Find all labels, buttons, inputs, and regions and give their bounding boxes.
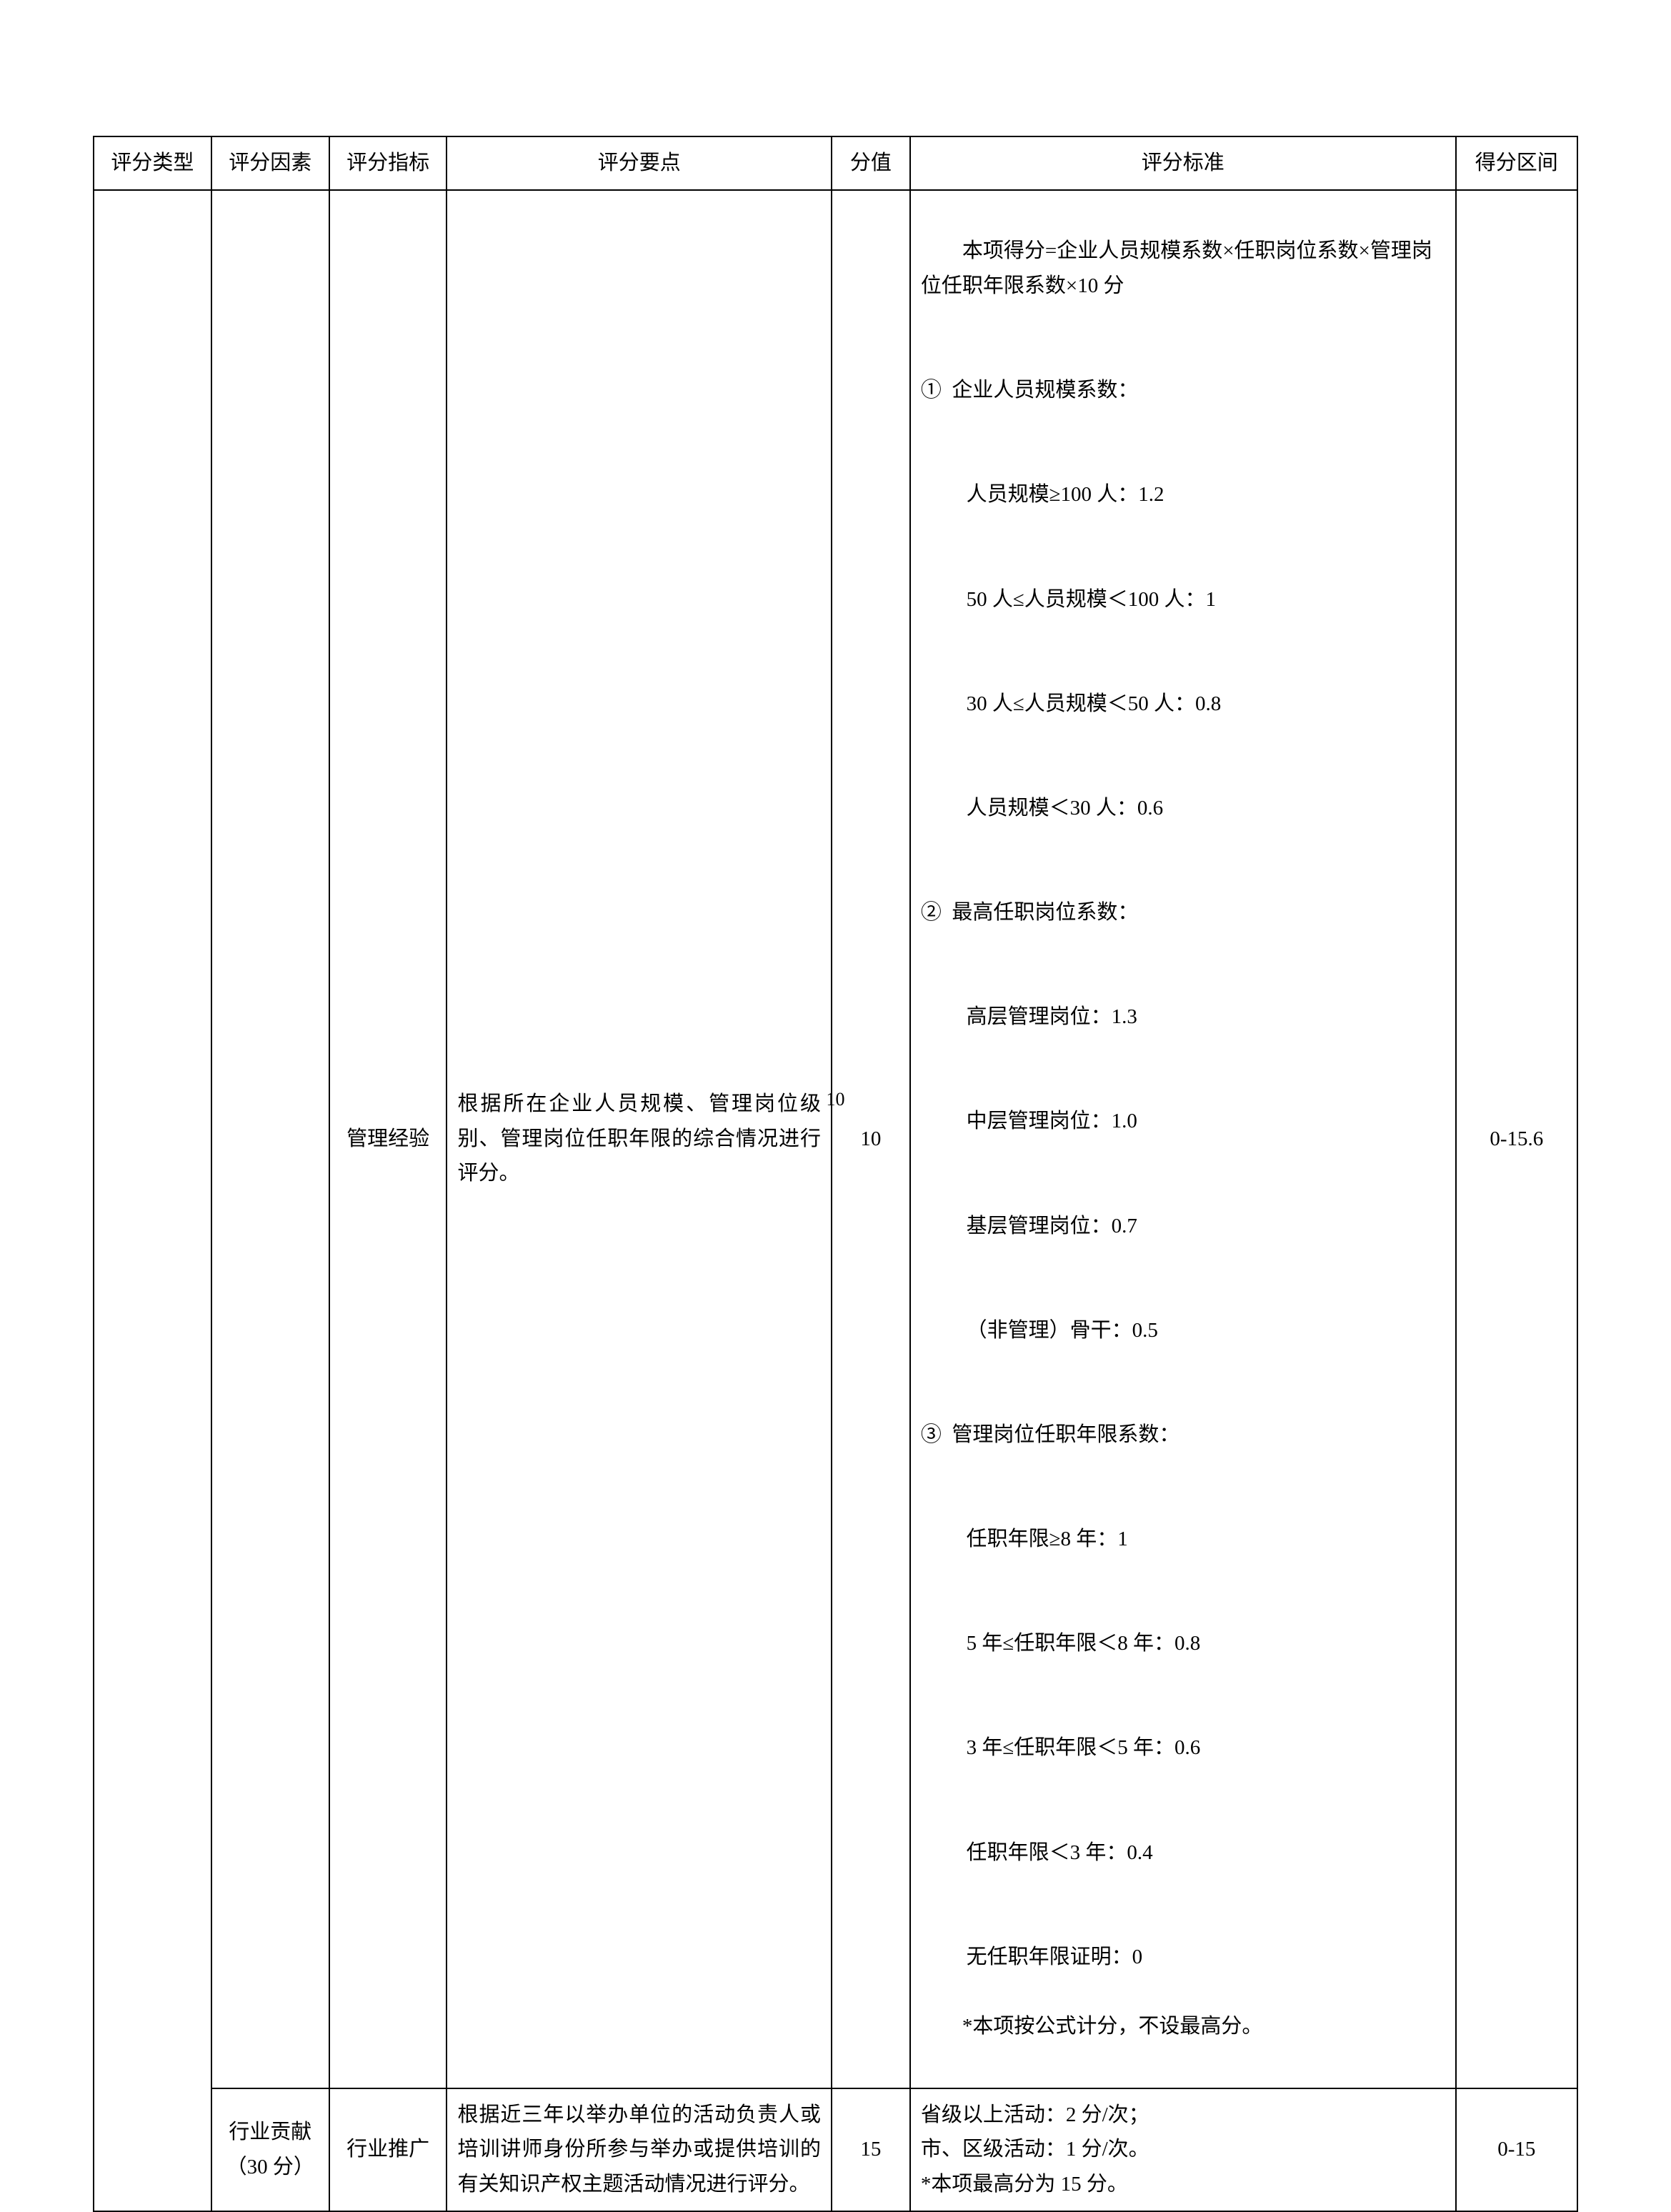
table-row: 行业贡献 （30 分） 行业推广 根据近三年以举办单位的活动负责人或培训讲师身份… bbox=[94, 2088, 1577, 2211]
header-range: 得分区间 bbox=[1456, 136, 1577, 190]
criteria-line: 任职年限＜3 年：0.4 bbox=[921, 1835, 1445, 1870]
header-type: 评分类型 bbox=[94, 136, 211, 190]
cell-point: 根据近三年以举办单位的活动负责人或培训讲师身份所参与举办或提供培训的有关知识产权… bbox=[447, 2088, 831, 2211]
criteria-line: 人员规模≥100 人：1.2 bbox=[921, 477, 1445, 512]
cell-criteria: 省级以上活动：2 分/次； 市、区级活动：1 分/次。 *本项最高分为 15 分… bbox=[910, 2088, 1456, 2211]
cell-range: 0-15.6 bbox=[1456, 190, 1577, 2088]
cell-indicator: 行业推广 bbox=[329, 2088, 447, 2211]
cell-range: 0-15 bbox=[1456, 2088, 1577, 2211]
cell-indicator: 管理经验 bbox=[329, 190, 447, 2088]
cell-factor: 行业贡献 （30 分） bbox=[211, 2088, 329, 2211]
criteria-line: 5 年≤任职年限＜8 年：0.8 bbox=[921, 1626, 1445, 1661]
criteria-note: *本项最高分为 15 分。 bbox=[921, 2173, 1128, 2196]
criteria-line: （非管理）骨干：0.5 bbox=[921, 1313, 1445, 1348]
header-criteria: 评分标准 bbox=[910, 136, 1456, 190]
criteria-line: 市、区级活动：1 分/次。 bbox=[921, 2138, 1149, 2161]
header-value: 分值 bbox=[832, 136, 910, 190]
criteria-group-title: ② 最高任职岗位系数： bbox=[921, 895, 1445, 930]
criteria-group-title: ③ 管理岗位任职年限系数： bbox=[921, 1418, 1445, 1453]
criteria-line: 省级以上活动：2 分/次； bbox=[921, 2103, 1149, 2126]
cell-value: 10 bbox=[832, 190, 910, 2088]
criteria-line: 30 人≤人员规模＜50 人：0.8 bbox=[921, 687, 1445, 722]
factor-name: 行业贡献 bbox=[229, 2121, 311, 2143]
criteria-line: 人员规模＜30 人：0.6 bbox=[921, 791, 1445, 826]
criteria-line: 高层管理岗位：1.3 bbox=[921, 1000, 1445, 1035]
cell-point: 根据所在企业人员规模、管理岗位级别、管理岗位任职年限的综合情况进行评分。 bbox=[447, 190, 831, 2088]
header-point: 评分要点 bbox=[447, 136, 831, 190]
factor-score: （30 分） bbox=[226, 2156, 314, 2178]
criteria-note: *本项按公式计分，不设最高分。 bbox=[962, 2015, 1263, 2038]
table-header-row: 评分类型 评分因素 评分指标 评分要点 分值 评分标准 得分区间 bbox=[94, 136, 1577, 190]
header-factor: 评分因素 bbox=[211, 136, 329, 190]
cell-factor-merged bbox=[211, 190, 329, 2088]
page-number: 10 bbox=[0, 1089, 1671, 1110]
criteria-line: 无任职年限证明：0 bbox=[921, 1940, 1445, 1975]
criteria-line: 基层管理岗位：0.7 bbox=[921, 1209, 1445, 1244]
criteria-line: 3 年≤任职年限＜5 年：0.6 bbox=[921, 1730, 1445, 1765]
cell-criteria: 本项得分=企业人员规模系数×任职岗位系数×管理岗位任职年限系数×10 分 ① 企… bbox=[910, 190, 1456, 2088]
criteria-group-title: ① 企业人员规模系数： bbox=[921, 373, 1445, 408]
header-indicator: 评分指标 bbox=[329, 136, 447, 190]
criteria-line: 任职年限≥8 年：1 bbox=[921, 1522, 1445, 1557]
criteria-line: 本项得分=企业人员规模系数×任职岗位系数×管理岗位任职年限系数×10 分 bbox=[921, 239, 1432, 297]
cell-value: 15 bbox=[832, 2088, 910, 2211]
cell-type-merged bbox=[94, 190, 211, 2211]
scoring-table: 评分类型 评分因素 评分指标 评分要点 分值 评分标准 得分区间 管理经验 根据… bbox=[93, 136, 1578, 2212]
table-row: 管理经验 根据所在企业人员规模、管理岗位级别、管理岗位任职年限的综合情况进行评分… bbox=[94, 190, 1577, 2088]
criteria-line: 50 人≤人员规模＜100 人：1 bbox=[921, 582, 1445, 617]
